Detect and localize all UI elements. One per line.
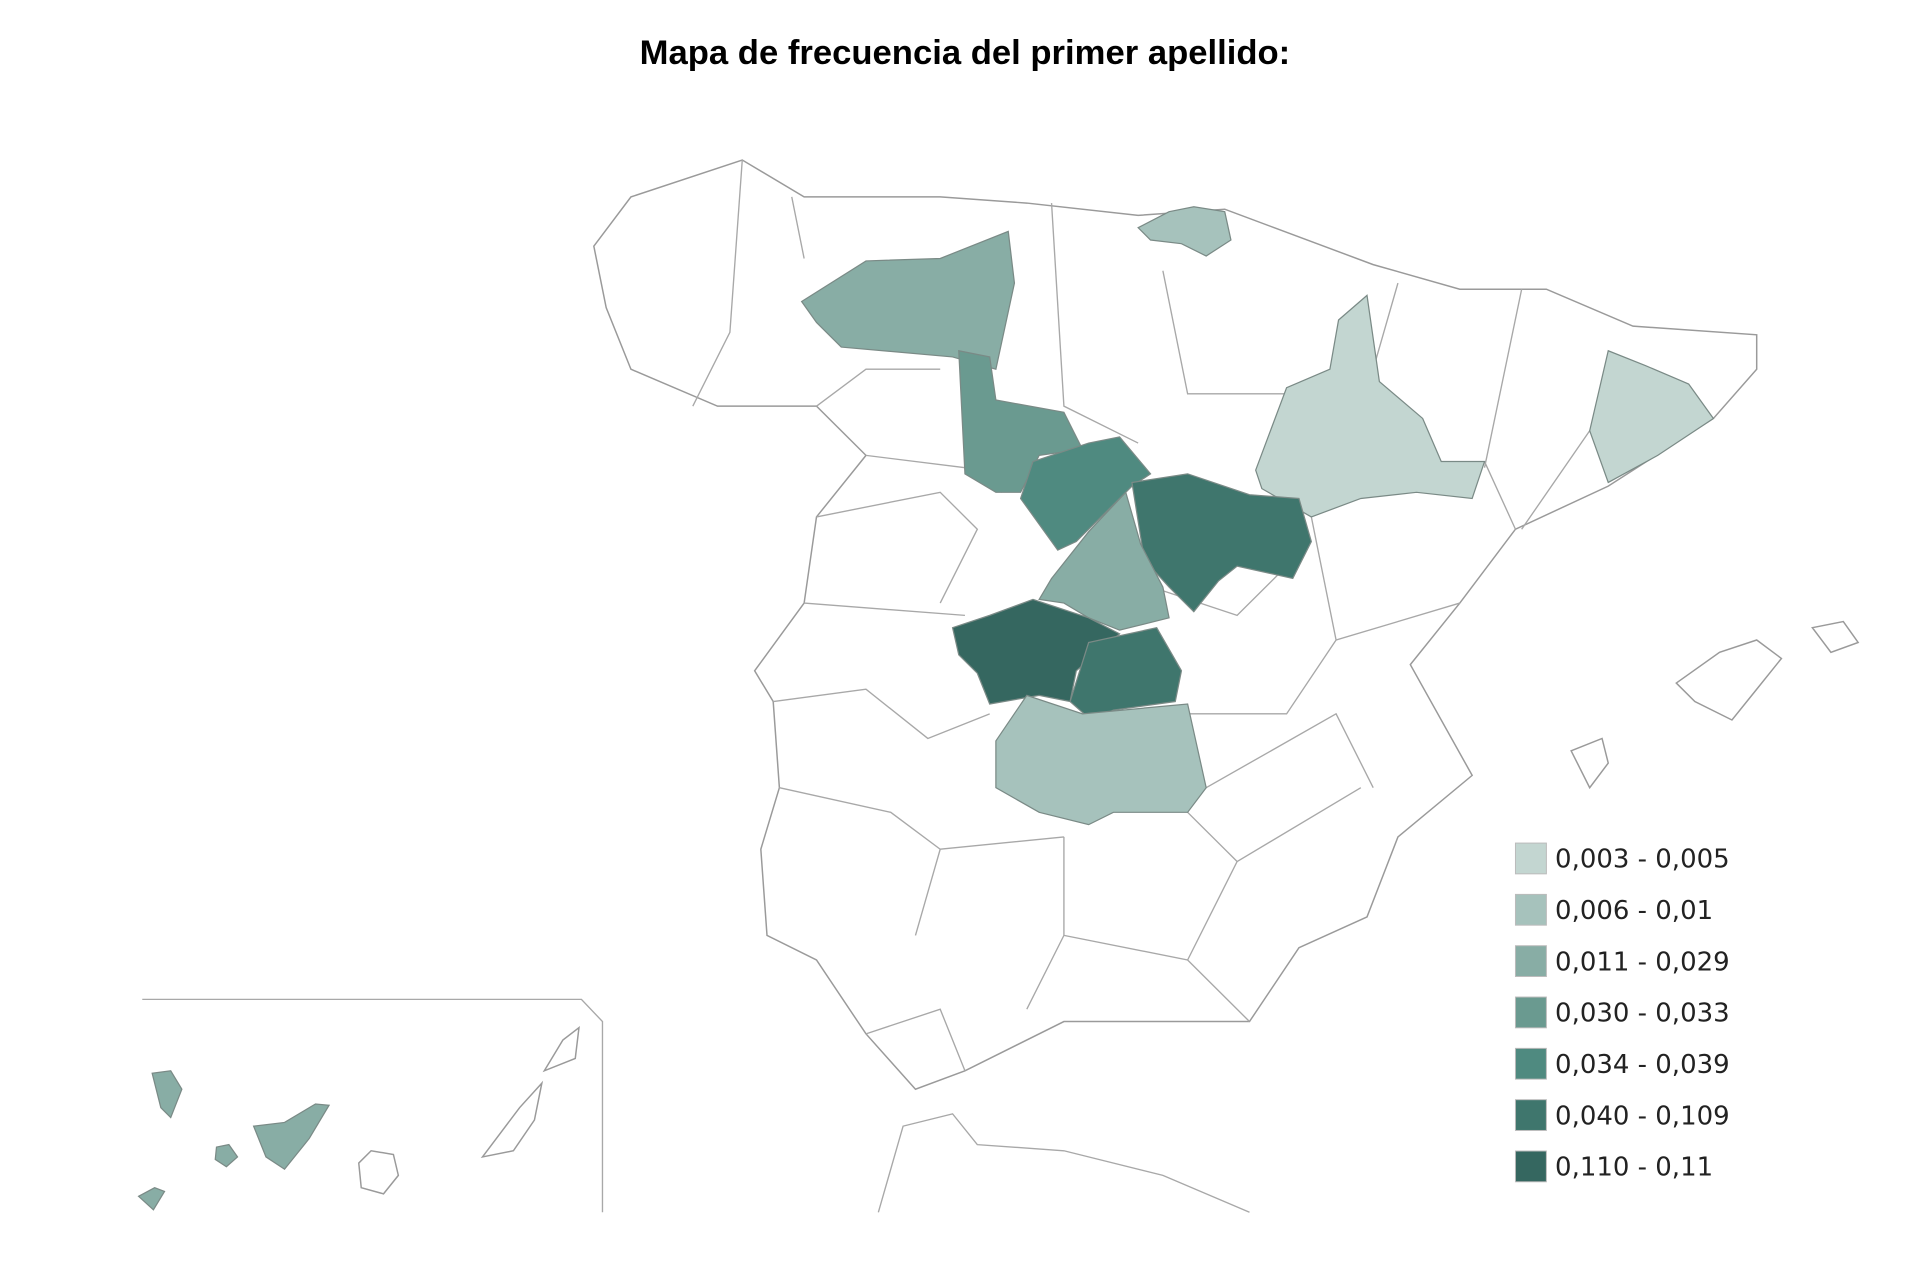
legend-label: 0,040 - 0,109 <box>1555 1101 1730 1131</box>
province <box>1131 473 1313 613</box>
mainland <box>593 159 1758 1091</box>
legend-swatch <box>1514 945 1547 977</box>
province <box>1137 206 1232 257</box>
inset-frame <box>142 998 604 1213</box>
province <box>1038 491 1170 631</box>
island <box>357 1026 580 1195</box>
island <box>137 1187 166 1211</box>
legend-label: 0,011 - 0,029 <box>1555 947 1730 977</box>
map-title: Mapa de frecuencia del primer apellido: <box>640 34 1291 72</box>
island <box>214 1143 239 1168</box>
province <box>800 230 1016 371</box>
province <box>995 694 1207 826</box>
legend: 0,003 - 0,005 0,006 - 0,01 0,011 - 0,029 0,… <box>1514 842 1730 1183</box>
province <box>951 598 1121 705</box>
legend-label: 0,110 - 0,11 <box>1555 1153 1713 1183</box>
provinces <box>800 206 1715 826</box>
legend-label: 0,034 - 0,039 <box>1555 1050 1730 1080</box>
legend-swatch <box>1514 1099 1547 1131</box>
legend-label: 0,030 - 0,033 <box>1555 999 1730 1029</box>
legend-label: 0,006 - 0,01 <box>1555 896 1713 926</box>
legend-swatch <box>1514 842 1547 875</box>
province <box>1589 349 1715 484</box>
island <box>151 1070 183 1119</box>
island <box>1570 620 1860 790</box>
island <box>252 1103 331 1171</box>
canary-islands <box>137 1026 580 1211</box>
coast <box>877 1113 1250 1213</box>
province <box>1069 626 1183 721</box>
legend-swatch <box>1514 893 1547 926</box>
legend-swatch <box>1514 1047 1547 1080</box>
legend-label: 0,003 - 0,005 <box>1555 845 1730 875</box>
province <box>1255 294 1486 518</box>
legend-swatch <box>1514 996 1547 1029</box>
legend-swatch <box>1514 1150 1547 1183</box>
